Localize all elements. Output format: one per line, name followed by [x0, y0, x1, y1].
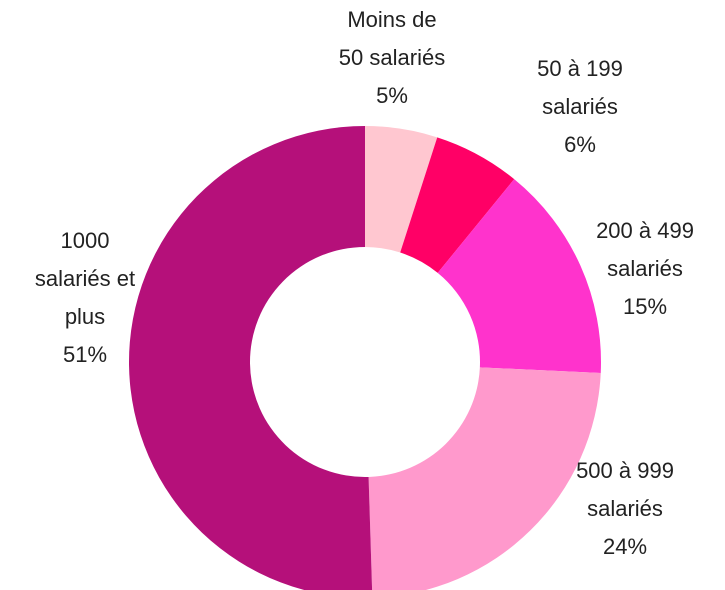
value-label: 5%: [376, 83, 408, 108]
slice-label: 500 à 999 salariés 24%: [560, 452, 690, 566]
category-label: 200 à 499 salariés: [596, 218, 694, 281]
slice-label: Moins de 50 salariés 5%: [335, 1, 449, 115]
donut-slice: [129, 126, 373, 590]
donut-slice: [365, 126, 438, 253]
slice-label: 1000 salariés et plus 51%: [29, 222, 141, 374]
donut-slice: [437, 179, 601, 374]
value-label: 51%: [62, 342, 108, 367]
value-label: 6%: [564, 132, 596, 157]
category-label: 500 à 999 salariés: [576, 458, 674, 521]
slice-label: 50 à 199 salariés 6%: [520, 50, 640, 164]
value-label: 24%: [602, 534, 648, 559]
category-label: 50 à 199 salariés: [537, 56, 623, 119]
category-label: 1000 salariés et plus: [34, 228, 136, 329]
donut-slice: [368, 367, 601, 590]
donut-slice: [400, 137, 515, 273]
value-label: 15%: [622, 294, 668, 319]
slice-label: 200 à 499 salariés 15%: [580, 212, 710, 326]
category-label: Moins de 50 salariés: [338, 7, 446, 70]
